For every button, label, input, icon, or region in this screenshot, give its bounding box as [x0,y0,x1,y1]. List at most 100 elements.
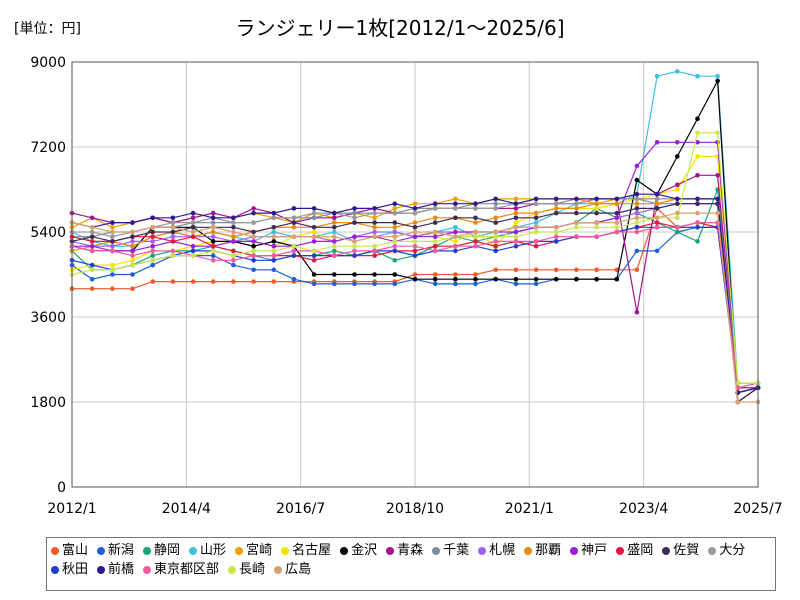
legend-marker-icon [235,546,244,555]
data-point [372,253,377,258]
data-point [493,248,499,254]
data-point [150,253,155,258]
legend-label: 大分 [719,543,746,558]
data-point [553,196,559,202]
data-point [634,310,640,315]
data-point [311,239,317,244]
data-point [392,201,398,206]
data-point [594,210,599,216]
legend: 富山 新潟 静岡 山形 宮崎 名古屋 金沢 青森 千葉 札幌 那覇 神戸 盛岡 佐賀 大分秋田 前橋 東京都区部… [46,537,776,591]
legend-item: 那覇 [524,541,561,560]
legend-marker-icon [524,546,533,555]
legend-item: 山形 [189,541,226,560]
data-point [89,276,95,282]
data-point [372,234,377,239]
data-point [271,239,277,244]
data-point [432,276,438,282]
data-point [614,215,620,221]
data-point [432,206,438,211]
data-point [594,267,599,273]
data-point [372,243,377,249]
data-point [392,243,398,249]
data-point [493,215,499,221]
y-tick-label: 7200 [30,140,66,156]
unit-label: [単位：円] [14,21,81,37]
data-point [231,234,236,239]
x-tick-label: 2021/1 [505,501,554,517]
data-point [453,234,458,239]
data-point [453,272,458,277]
data-point [473,239,478,244]
data-point [735,399,741,405]
series-layer [69,69,761,405]
data-point [170,215,176,221]
legend-marker-icon [228,565,237,574]
data-point [332,220,337,225]
data-point [231,248,236,254]
data-point [271,279,277,284]
legend-item: 神戸 [570,541,607,560]
data-point [574,225,579,230]
x-tick-label: 2012/1 [47,501,96,517]
data-point [675,201,680,206]
legend-marker-icon [340,546,349,555]
data-point [332,229,337,235]
data-point [89,225,95,230]
data-point [130,243,135,249]
data-point [251,253,256,258]
data-point [412,239,418,244]
data-point [553,206,559,211]
data-point [533,267,539,273]
data-point [291,253,297,258]
data-point [432,215,438,221]
data-point [675,187,680,192]
data-point [453,201,458,206]
legend-marker-icon [51,565,59,574]
data-point [715,78,720,84]
legend-item: 広島 [274,560,311,579]
y-tick-label: 0 [57,480,66,496]
data-point [332,243,337,249]
data-point [89,234,95,239]
data-point [675,140,680,145]
data-point [453,229,458,235]
legend-label: 秋田 [62,562,89,577]
data-point [675,196,680,202]
legend-label: 青森 [397,543,424,558]
data-point [372,225,377,230]
data-point [150,262,155,268]
data-point [574,196,579,202]
data-point [533,201,539,206]
y-tick-label: 3600 [30,310,66,326]
data-point [533,196,539,202]
data-point [311,272,317,277]
data-point [493,276,499,282]
data-point [453,215,458,221]
data-point [634,229,640,235]
data-point [110,262,115,268]
data-point [493,220,499,225]
data-point [675,182,680,188]
data-point [412,253,418,258]
data-point [493,196,499,202]
data-point [453,243,458,249]
data-point [110,229,115,235]
data-point [392,258,398,263]
data-point [352,243,357,249]
data-point [210,220,216,225]
data-point [130,239,135,244]
data-point [110,220,115,225]
data-point [533,276,539,282]
data-point [473,215,478,221]
data-point [695,210,700,216]
legend-item: 新潟 [97,541,134,560]
data-point [332,215,337,221]
data-point [311,248,317,254]
data-point [372,215,377,221]
data-point [110,234,115,239]
data-point [715,140,720,145]
data-point [210,215,216,221]
legend-label: 静岡 [154,543,181,558]
x-tick-label: 2016/7 [276,501,325,517]
x-tick-label: 2025/7 [733,501,782,517]
